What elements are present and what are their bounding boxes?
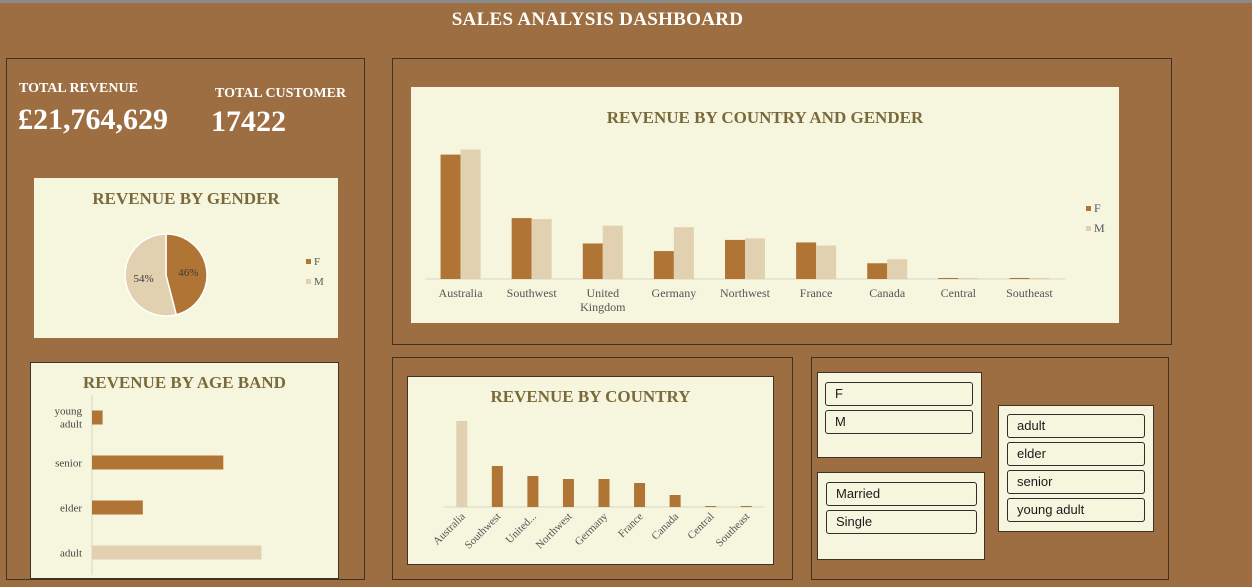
cg-tick-united-kingdom-1: Kingdom xyxy=(580,300,626,314)
slicer-item-female[interactable]: F xyxy=(825,382,973,406)
country-tick-france: France xyxy=(616,511,646,541)
gender-slicer: F M xyxy=(817,372,982,458)
cg-bar-central-f xyxy=(938,277,959,279)
slicer-item-single[interactable]: Single xyxy=(826,510,977,534)
total-revenue-value: £21,764,629 xyxy=(18,103,168,136)
top-border xyxy=(0,0,1252,3)
age-tick-young-adult-0: young xyxy=(55,406,83,418)
age-tick-adult: adult xyxy=(60,548,82,560)
cg-bar-northwest-m xyxy=(745,238,765,279)
cg-tick-germany: Germany xyxy=(652,286,697,300)
age-band-card: REVENUE BY AGE BAND young adult senior elde… xyxy=(30,362,339,579)
cg-tick-france: France xyxy=(800,286,833,300)
gender-pie-card: REVENUE BY GENDER 46% 54% F M xyxy=(34,178,338,338)
country-gender-panel xyxy=(392,58,1172,345)
cg-bar-united-kingdom-f xyxy=(582,243,603,279)
cg-tick-canada: Canada xyxy=(869,286,906,300)
cg-legend-label-m: M xyxy=(1094,221,1105,235)
country-gender-card: REVENUE BY COUNTRY AND GENDER Australia S… xyxy=(411,87,1119,323)
slicer-item-married[interactable]: Married xyxy=(826,482,977,506)
country-bar-united xyxy=(527,476,539,507)
pie-label-m: 54% xyxy=(134,273,154,285)
total-customer-value: 17422 xyxy=(211,105,286,138)
total-customer-label: TOTAL CUSTOMER xyxy=(215,86,347,101)
country-bar-canada xyxy=(669,495,681,507)
marital-slicer: Married Single xyxy=(817,472,985,560)
age-tick-elder: elder xyxy=(60,503,82,515)
cg-bar-germany-f xyxy=(653,251,674,279)
country-bar-southeast xyxy=(740,506,752,507)
cg-bar-southeast-f xyxy=(1009,277,1030,279)
total-revenue-label: TOTAL REVENUE xyxy=(19,81,138,96)
age-bar-adult xyxy=(92,545,262,560)
age-tick-senior: senior xyxy=(55,458,82,470)
cg-tick-southeast: Southeast xyxy=(1006,286,1053,300)
country-gender-chart-title: REVENUE BY COUNTRY AND GENDER xyxy=(606,108,924,127)
cg-tick-australia: Australia xyxy=(439,286,484,300)
legend-swatch-f xyxy=(306,259,311,264)
cg-tick-united-kingdom-0: United xyxy=(586,286,619,300)
cg-bar-southwest-f xyxy=(511,218,532,279)
gender-pie-chart: 46% 54% FM xyxy=(124,233,324,317)
country-bar-germany xyxy=(598,479,610,507)
country-card: REVENUE BY COUNTRY Australia Southwest Uni… xyxy=(407,376,774,565)
pie-slice-m xyxy=(124,233,178,317)
pie-slice-f xyxy=(165,233,208,316)
cg-bar-france-m xyxy=(816,245,837,279)
country-chart-title: REVENUE BY COUNTRY xyxy=(490,387,691,406)
slicer-item-young-adult[interactable]: young adult xyxy=(1007,498,1145,522)
dashboard-title: SALES ANALYSIS DASHBOARD xyxy=(451,9,744,30)
slicer-item-male[interactable]: M xyxy=(825,410,973,434)
cg-bar-france-f xyxy=(796,242,817,279)
slicer-item-adult[interactable]: adult xyxy=(1007,414,1145,438)
legend-label-m: M xyxy=(314,276,324,288)
country-panel xyxy=(392,357,793,580)
slicer-item-senior[interactable]: senior xyxy=(1007,470,1145,494)
gender-chart-title: REVENUE BY GENDER xyxy=(92,189,280,208)
cg-bar-united-kingdom-m xyxy=(602,225,623,279)
cg-tick-northwest: Northwest xyxy=(720,286,771,300)
country-bar-southwest xyxy=(491,466,503,507)
cg-bar-canada-m xyxy=(887,259,908,279)
cg-tick-central: Central xyxy=(941,286,977,300)
country-tick-united: United... xyxy=(504,510,540,546)
cg-bar-southwest-m xyxy=(531,219,552,279)
cg-legend-swatch-f xyxy=(1086,206,1091,211)
age-bar-senior xyxy=(92,455,224,470)
country-bar-france xyxy=(634,483,646,507)
legend-swatch-m xyxy=(306,279,311,284)
country-tick-central: Central xyxy=(685,511,716,542)
age-tick-young-adult-1: adult xyxy=(60,419,82,431)
country-tick-canada: Canada xyxy=(649,511,681,543)
pie-label-f: 46% xyxy=(178,267,198,279)
cg-tick-southwest: Southwest xyxy=(507,286,558,300)
cg-bar-southeast-m xyxy=(1029,277,1050,279)
cg-legend-label-f: F xyxy=(1094,201,1101,215)
country-bar-australia xyxy=(456,421,468,507)
cg-bar-northwest-f xyxy=(725,239,745,279)
age-band-slicer: adult elder senior young adult xyxy=(998,405,1154,532)
country-tick-northwest: Northwest xyxy=(534,511,575,552)
cg-bar-central-m xyxy=(958,277,979,279)
kpi-panel: TOTAL REVENUE £21,764,629 TOTAL CUSTOMER… xyxy=(6,58,365,580)
slicer-panel xyxy=(811,357,1169,580)
age-band-chart-title: REVENUE BY AGE BAND xyxy=(83,373,286,392)
country-tick-southeast: Southeast xyxy=(714,511,753,550)
age-bar-elder xyxy=(92,500,143,515)
cg-bar-germany-m xyxy=(673,227,694,279)
age-bar-young-adult xyxy=(92,410,103,425)
cg-bar-canada-f xyxy=(867,263,888,279)
cg-bar-australia-m xyxy=(460,149,481,279)
country-tick-southwest: Southwest xyxy=(463,511,504,552)
legend-label-f: F xyxy=(314,256,320,268)
cg-legend-swatch-m xyxy=(1086,226,1091,231)
country-bar-northwest xyxy=(562,479,574,507)
country-bar-central xyxy=(705,506,717,507)
cg-bar-australia-f xyxy=(440,154,461,279)
country-tick-germany: Germany xyxy=(573,510,611,548)
slicer-item-elder[interactable]: elder xyxy=(1007,442,1145,466)
